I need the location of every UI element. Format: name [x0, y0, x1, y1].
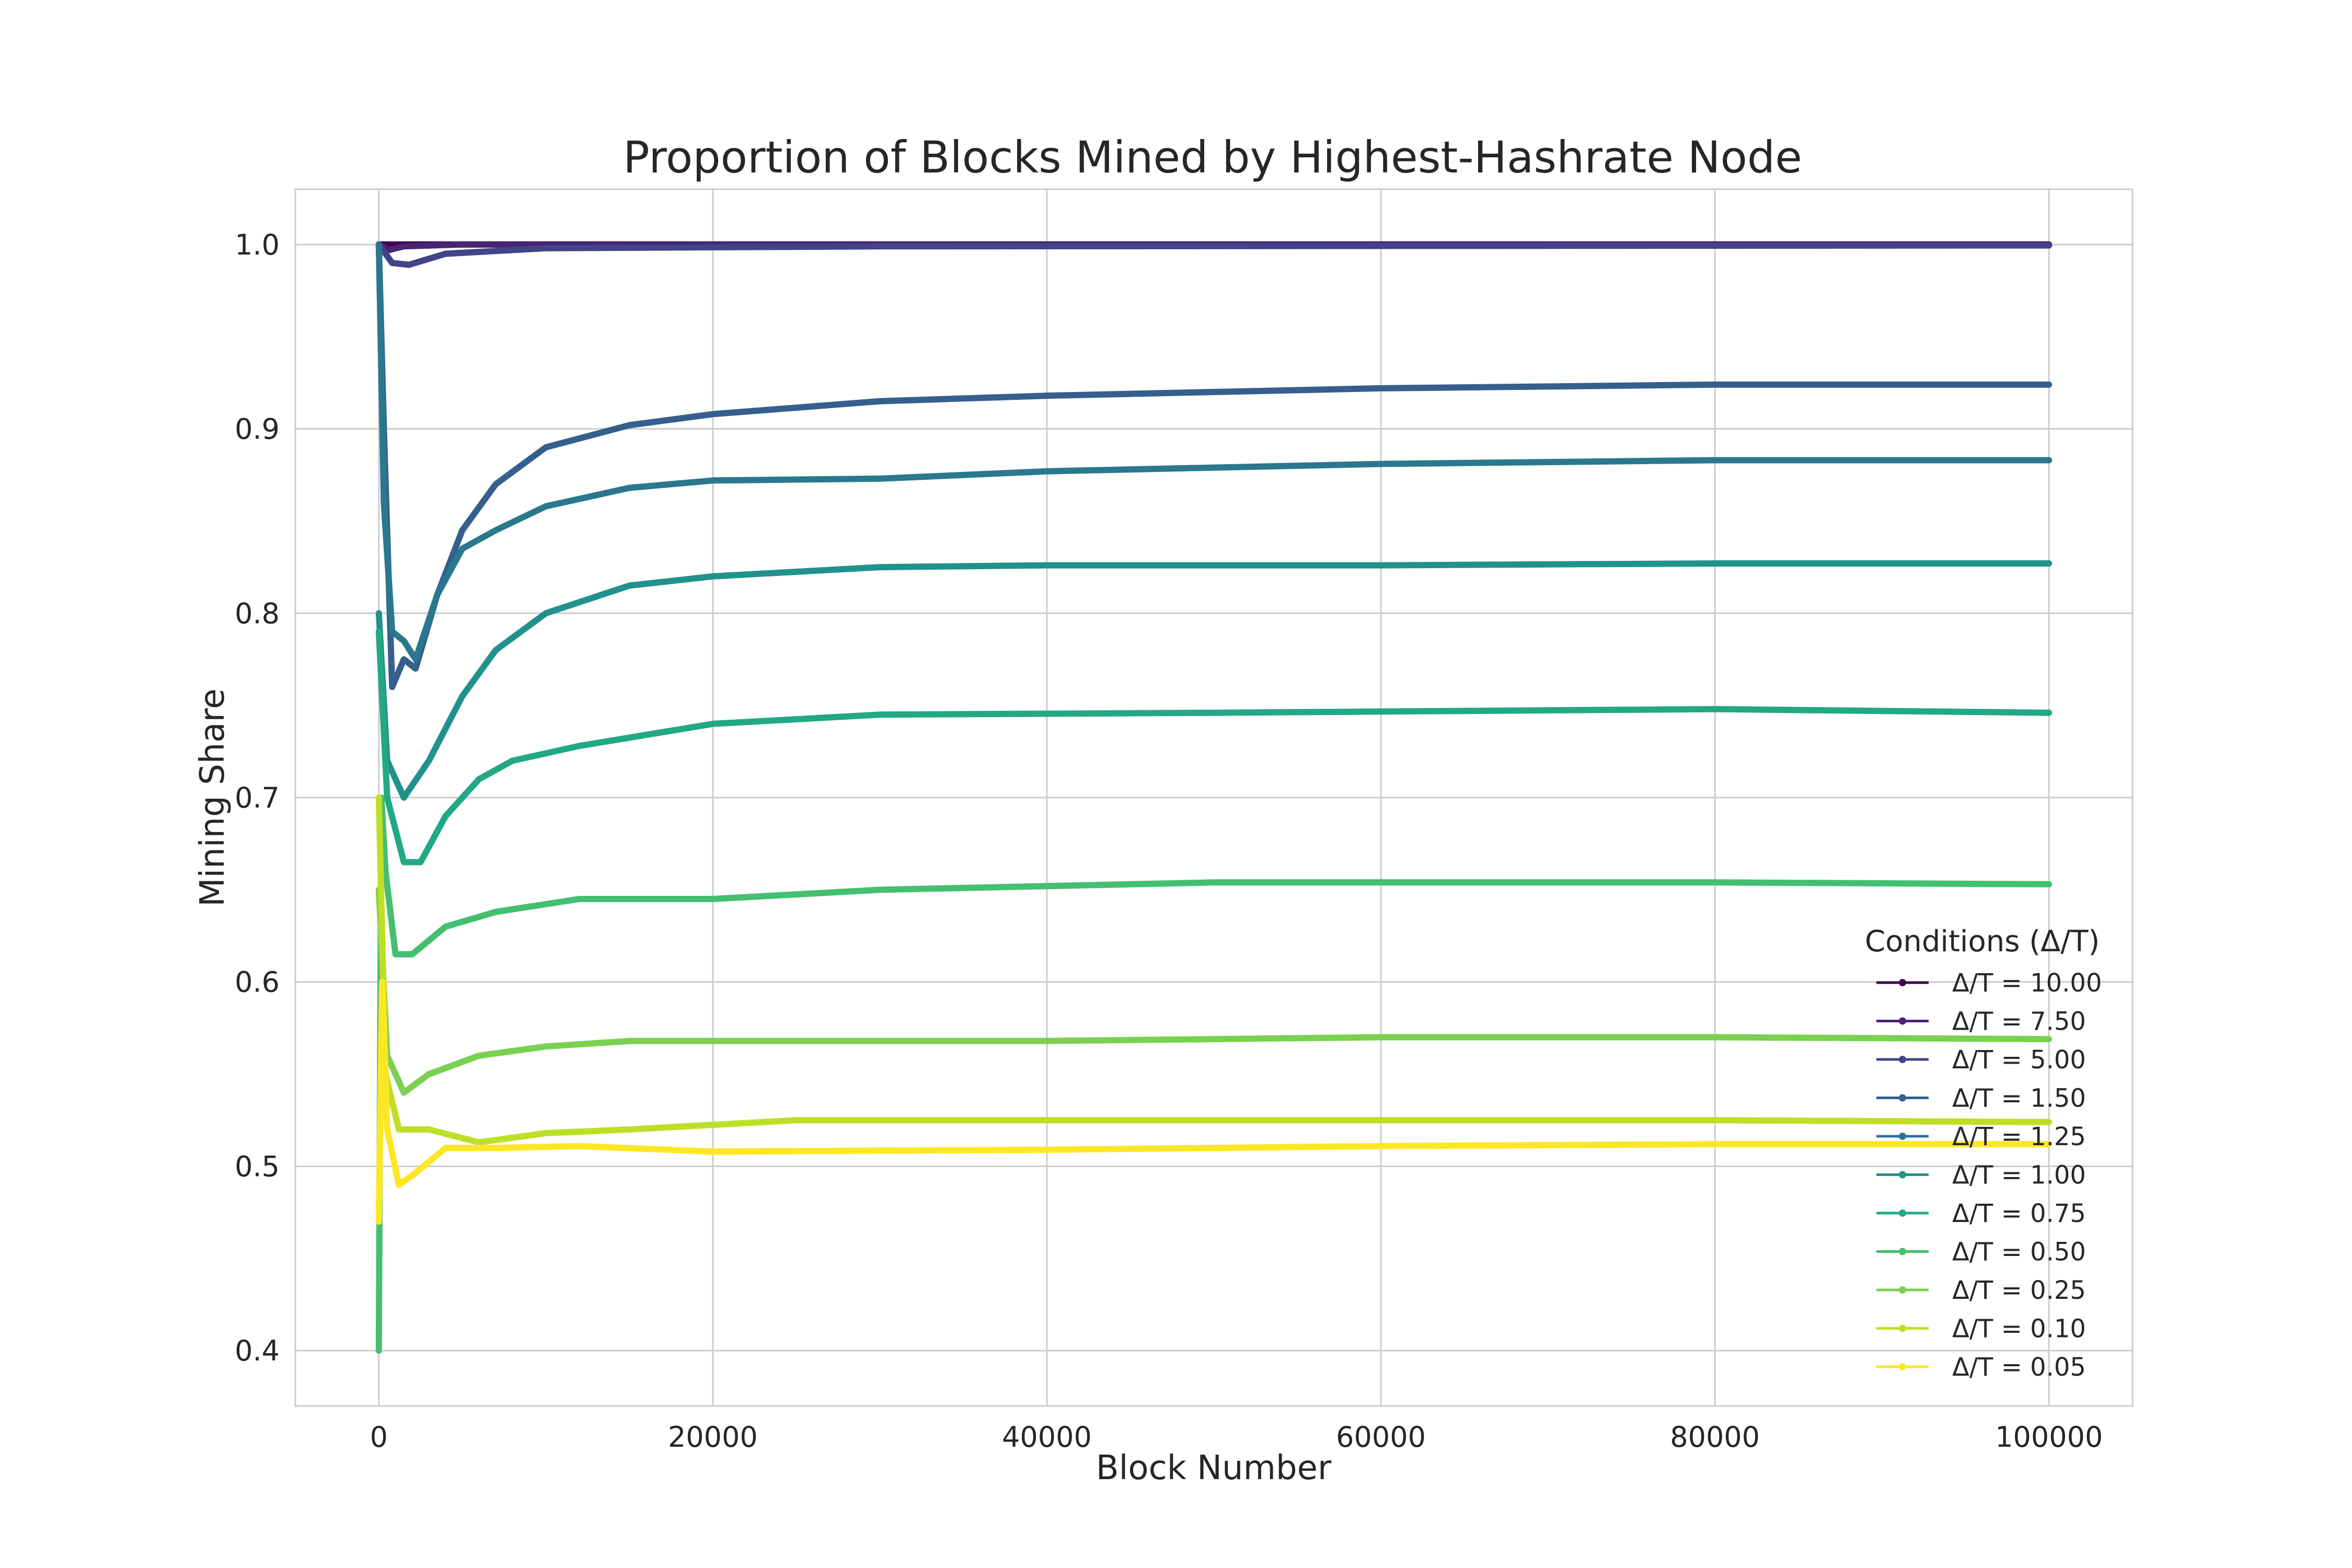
series-line-4: [375, 241, 2053, 663]
legend-title: Conditions (Δ/T): [1865, 925, 2100, 959]
y-axis-label: Mining Share: [193, 688, 232, 907]
series-line-9: [375, 794, 2053, 1146]
legend-item: Δ/T = 0.75: [1876, 1199, 2086, 1228]
legend-item: Δ/T = 0.05: [1876, 1353, 2086, 1382]
y-axis-ticks: 0.4 0.5 0.6 0.7 0.8 0.9 1.0: [235, 228, 280, 1367]
legend-item: Δ/T = 1.50: [1876, 1084, 2086, 1113]
legend-item: Δ/T = 10.00: [1876, 969, 2102, 998]
legend-label: Δ/T = 0.10: [1952, 1315, 2086, 1344]
legend-item: Δ/T = 5.00: [1876, 1045, 2086, 1075]
grid: [295, 189, 2132, 1406]
legend-label: Δ/T = 0.25: [1952, 1276, 2086, 1305]
legend-swatch-marker: [1899, 1324, 1906, 1332]
x-tick-label: 60000: [1336, 1421, 1426, 1454]
legend-swatch-marker: [1899, 1094, 1906, 1102]
legend-swatch-marker: [1899, 1056, 1906, 1063]
legend-item: Δ/T = 7.50: [1876, 1007, 2086, 1036]
x-tick-label: 80000: [1670, 1421, 1760, 1454]
series-line-10: [375, 978, 2053, 1225]
plot-frame: [294, 188, 2134, 1407]
series-layer: [375, 241, 2053, 1354]
x-tick-label: 20000: [668, 1421, 758, 1454]
legend-item: Δ/T = 1.00: [1876, 1161, 2086, 1190]
legend: Conditions (Δ/T) Δ/T = 10.00Δ/T = 7.50Δ/…: [1865, 925, 2102, 1382]
legend-swatch-marker: [1899, 979, 1906, 986]
y-tick-label: 0.9: [235, 413, 280, 446]
y-tick-label: 0.5: [235, 1150, 280, 1183]
x-tick-label: 100000: [1995, 1421, 2103, 1454]
chart-title: Proportion of Blocks Mined by Highest-Ha…: [623, 132, 1802, 183]
series-line-2: [375, 241, 2053, 268]
y-tick-label: 0.6: [235, 966, 280, 999]
legend-label: Δ/T = 0.75: [1952, 1199, 2086, 1228]
x-axis-ticks: 0 20000 40000 60000 80000 100000: [370, 1421, 2103, 1454]
y-tick-label: 1.0: [235, 228, 280, 261]
legend-item: Δ/T = 0.25: [1876, 1276, 2086, 1305]
x-tick-label: 40000: [1002, 1421, 1092, 1454]
legend-label: Δ/T = 5.00: [1952, 1045, 2086, 1075]
legend-label: Δ/T = 10.00: [1952, 969, 2102, 998]
series-line-3: [375, 241, 2053, 690]
series-line-6: [375, 628, 2053, 866]
x-tick-label: 0: [370, 1421, 388, 1454]
legend-item: Δ/T = 1.25: [1876, 1122, 2086, 1151]
legend-swatch-marker: [1899, 1286, 1906, 1294]
legend-label: Δ/T = 1.00: [1952, 1161, 2086, 1190]
legend-label: Δ/T = 0.50: [1952, 1238, 2086, 1267]
legend-swatch-marker: [1899, 1209, 1906, 1217]
legend-swatch-marker: [1899, 1171, 1906, 1179]
legend-swatch-marker: [1899, 1363, 1906, 1370]
series-line-7: [375, 794, 2053, 1354]
series-line-5: [375, 560, 2053, 801]
legend-swatch-marker: [1899, 1248, 1906, 1255]
legend-label: Δ/T = 1.50: [1952, 1084, 2086, 1113]
legend-label: Δ/T = 1.25: [1952, 1122, 2086, 1151]
legend-item: Δ/T = 0.50: [1876, 1238, 2086, 1267]
legend-swatch-marker: [1899, 1133, 1906, 1140]
y-tick-label: 0.7: [235, 781, 280, 814]
legend-swatch-marker: [1899, 1017, 1906, 1025]
legend-label: Δ/T = 0.05: [1952, 1353, 2086, 1382]
y-tick-label: 0.4: [235, 1334, 280, 1367]
legend-item: Δ/T = 0.10: [1876, 1315, 2086, 1344]
legend-items: Δ/T = 10.00 Δ/T = 7.50 Δ/T = 5.00 Δ/T = 1.5…: [1876, 969, 2102, 1382]
y-tick-label: 0.8: [235, 597, 280, 630]
x-axis-label: Block Number: [1096, 1449, 1332, 1488]
series-line-8: [375, 886, 2053, 1096]
legend-label: Δ/T = 7.50: [1952, 1007, 2086, 1036]
